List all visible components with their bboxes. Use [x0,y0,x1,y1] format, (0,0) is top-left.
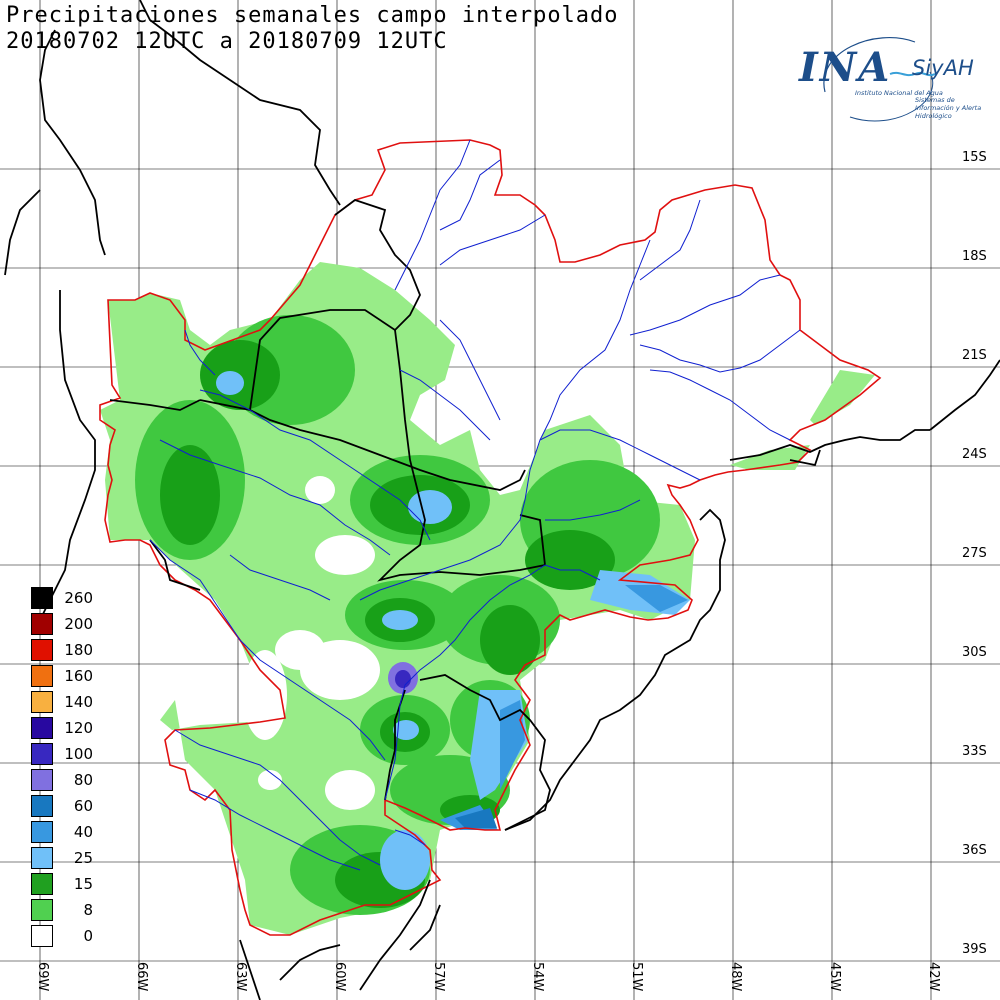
lon-label: 54W [530,962,545,992]
precipitation-field [100,262,875,935]
logo-siyah-text: SiyAH [912,56,974,80]
legend-swatch [31,821,53,843]
lat-label: 33S [962,744,987,759]
legend-swatch [31,587,53,609]
legend-row: 60 [31,793,93,819]
legend-swatch [31,925,53,947]
legend-swatch [31,795,53,817]
logo-swoosh-icon [823,37,936,122]
legend-row: 160 [31,663,93,689]
legend-swatch [31,613,53,635]
basin-border [99,139,882,936]
legend-label: 120 [64,719,93,737]
legend-row: 8 [31,897,93,923]
lon-label: 51W [629,962,644,992]
lat-label: 21S [962,348,987,363]
legend-label: 180 [64,641,93,659]
legend-label: 160 [64,667,93,685]
logo-institute-text: Instituto Nacional del Agua [855,89,943,97]
legend-swatch [31,847,53,869]
lon-label: 45W [827,962,842,992]
legend-label: 80 [73,771,93,789]
legend-swatch [31,639,53,661]
legend-label: 60 [73,797,93,815]
legend-label: 40 [73,823,93,841]
legend-swatch [31,691,53,713]
legend-swatch [31,717,53,739]
legend-row: 200 [31,611,93,637]
legend-swatch [31,873,53,895]
legend-row: 140 [31,689,93,715]
map-period: 20180702 12UTC a 20180709 12UTC [6,29,448,54]
lon-label: 42W [926,962,941,992]
legend-label: 140 [64,693,93,711]
lon-label: 57W [431,962,446,992]
logo-system-text: Sistemas de Información y Alerta Hidroló… [915,96,982,120]
lon-label: 48W [728,962,743,992]
legend-row: 100 [31,741,93,767]
legend-row: 180 [31,637,93,663]
logo-ina-text: INA [799,44,892,91]
lat-label: 30S [962,645,987,660]
legend-row: 25 [31,845,93,871]
lat-label: 15S [962,150,987,165]
lon-label: 60W [332,962,347,992]
precipitation-legend: 260 200 180 160 140 120 100 80 60 40 25 15 8 0 [31,585,93,949]
legend-swatch [31,899,53,921]
rivers [149,139,801,871]
legend-label: 260 [64,589,93,607]
legend-row: 120 [31,715,93,741]
legend-label: 0 [83,927,93,945]
ina-siyah-logo: INA SiyAH Instituto Nacional del Agua Si… [795,32,995,127]
country-borders [4,0,1000,1000]
lon-label: 69W [35,962,50,992]
lon-label: 63W [233,962,248,992]
legend-label: 8 [83,901,93,919]
lat-label: 27S [962,546,987,561]
legend-label: 200 [64,615,93,633]
lat-label: 39S [962,942,987,957]
legend-label: 25 [73,849,93,867]
legend-swatch [31,743,53,765]
legend-row: 0 [31,923,93,949]
lat-label: 24S [962,447,987,462]
legend-row: 15 [31,871,93,897]
legend-row: 40 [31,819,93,845]
lat-label: 18S [962,249,987,264]
legend-swatch [31,769,53,791]
legend-swatch [31,665,53,687]
map-title: Precipitaciones semanales campo interpol… [6,3,619,28]
legend-label: 100 [64,745,93,763]
legend-row: 260 [31,585,93,611]
legend-row: 80 [31,767,93,793]
legend-label: 15 [73,875,93,893]
lat-label: 36S [962,843,987,858]
lon-label: 66W [134,962,149,992]
